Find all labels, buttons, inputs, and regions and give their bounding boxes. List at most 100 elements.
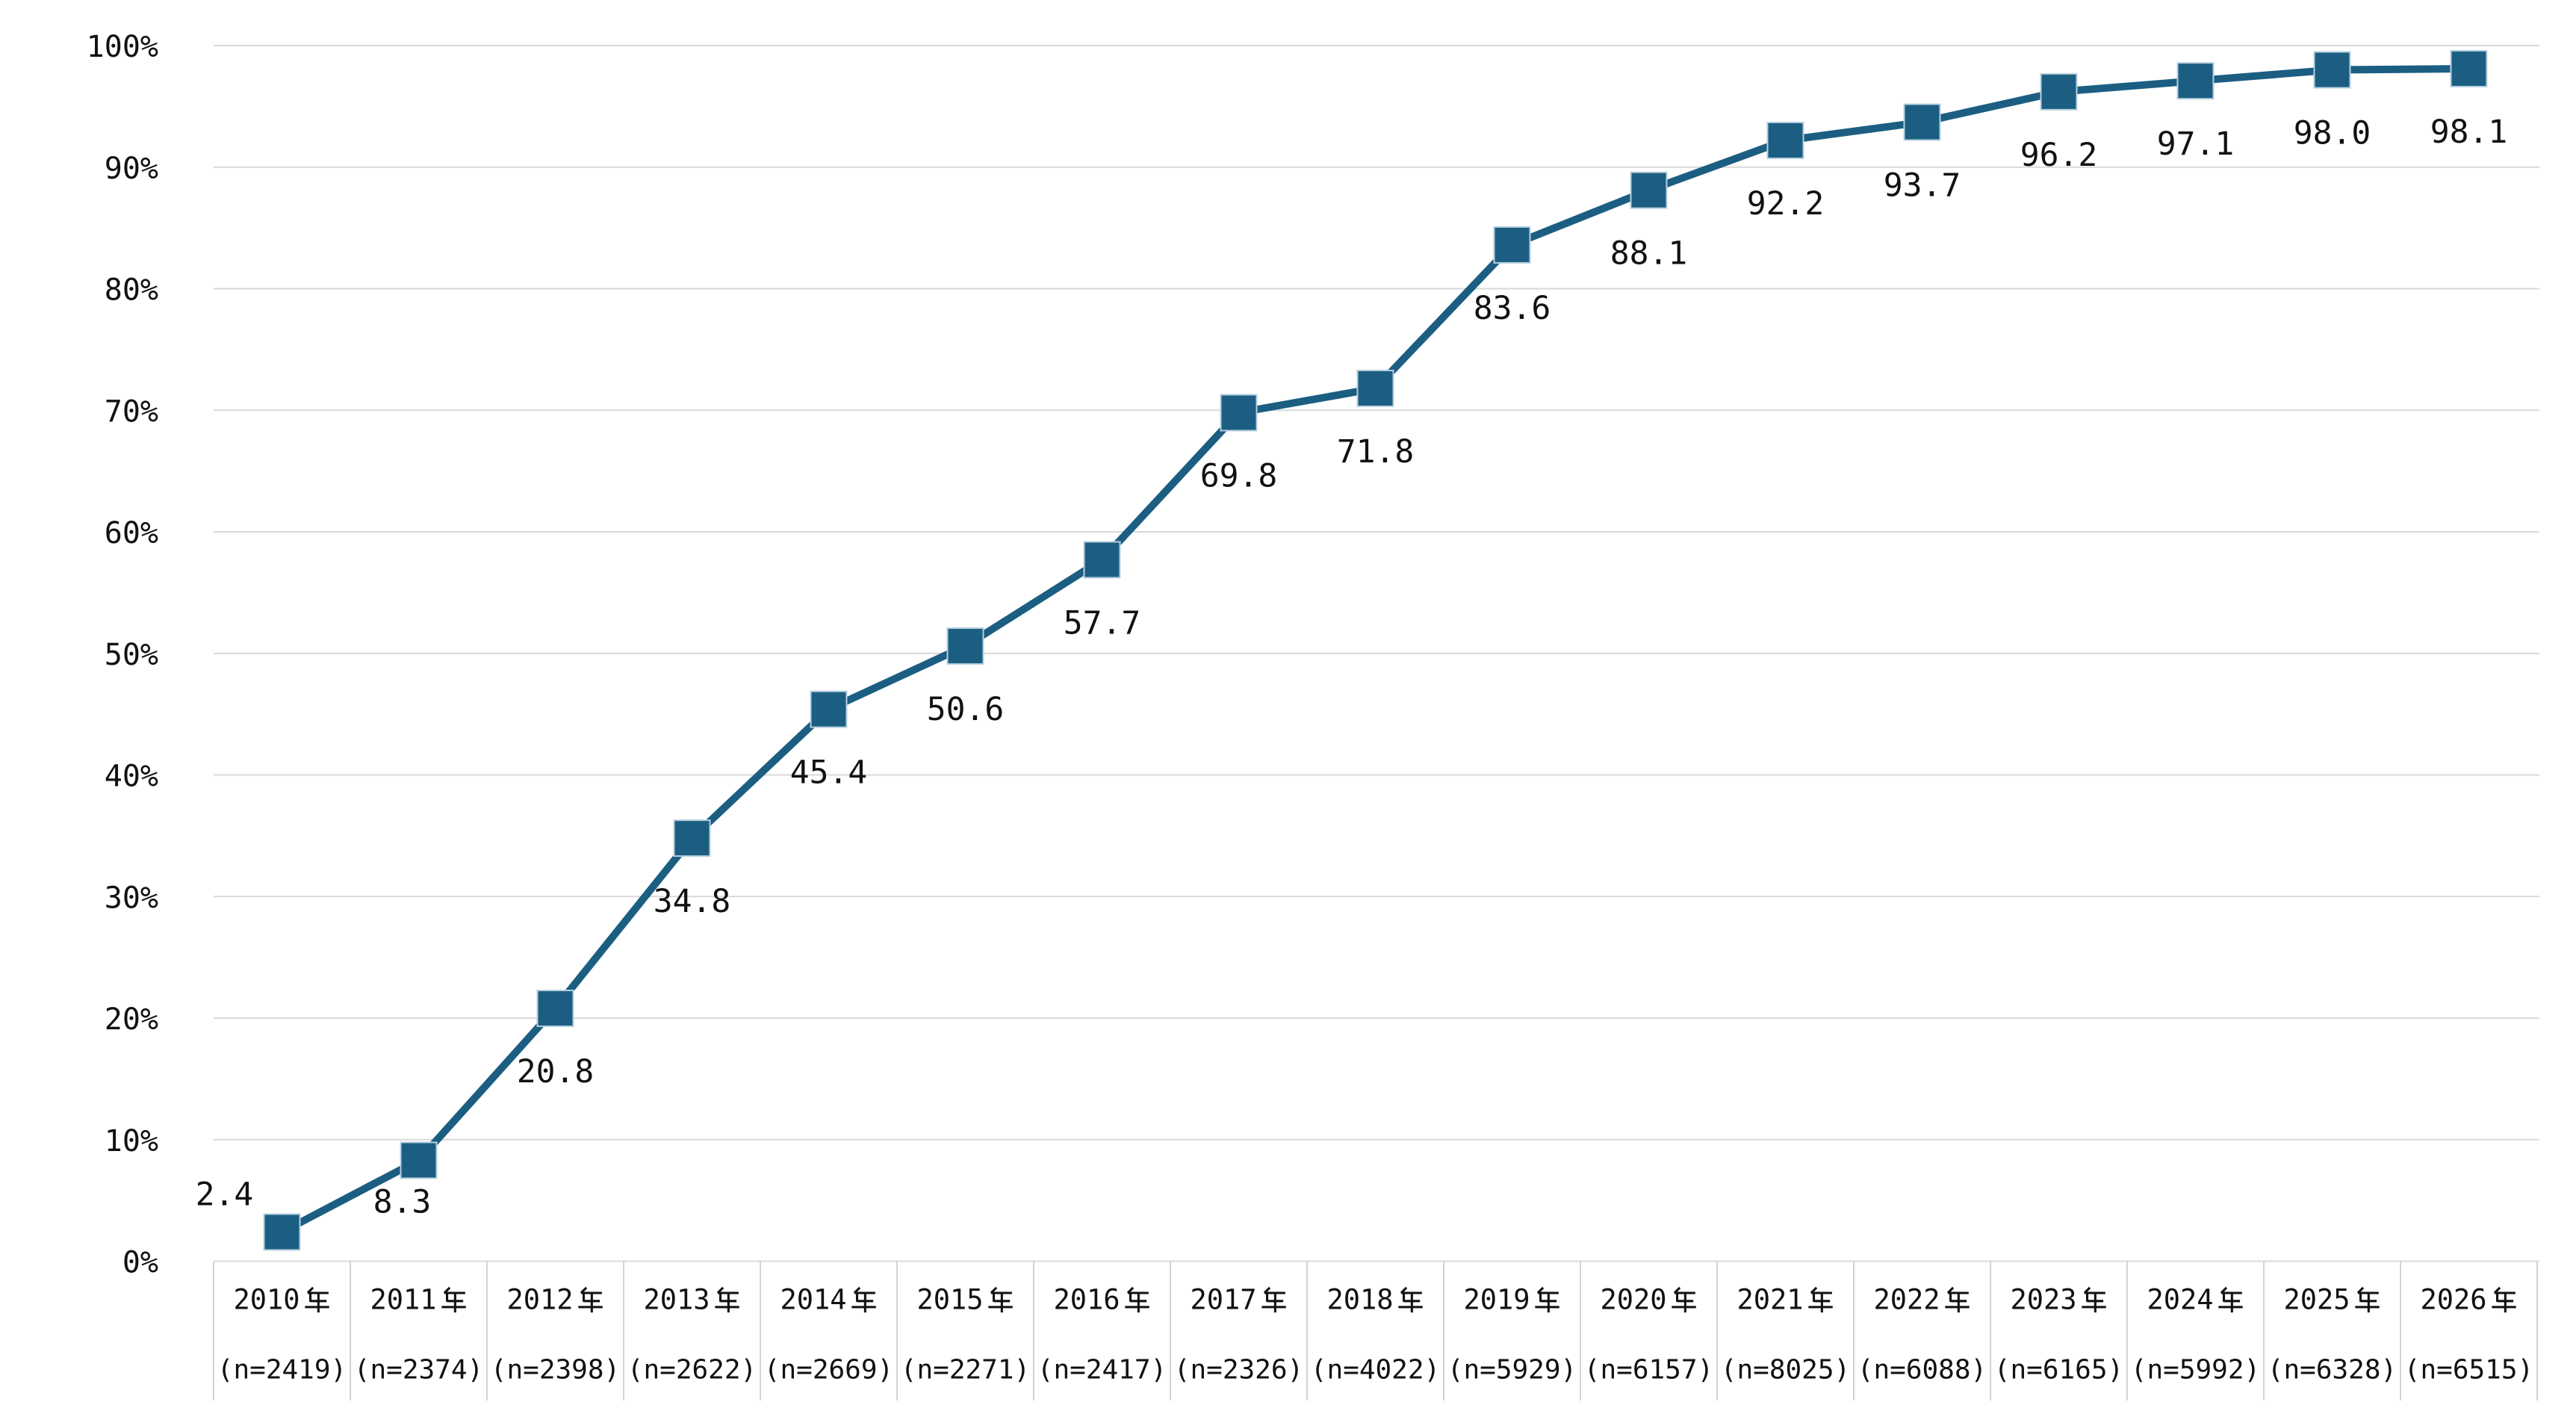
- x-axis-n-count-label: (n=4022): [1311, 1355, 1440, 1386]
- x-axis-n-count-label: (n=2419): [217, 1355, 347, 1386]
- x-axis-category-label: 2017: [1190, 1284, 1286, 1316]
- nen-year-kanji-glyph: [1125, 1286, 1149, 1313]
- x-axis-category-label: 2024: [2147, 1284, 2243, 1316]
- data-point-marker: [673, 819, 711, 857]
- nen-year-kanji-glyph: [1398, 1286, 1423, 1313]
- data-labels: 2.4 8.3 20.8 34.8 45.4 50.6 57.7 69.8 71.8 83.6 88…: [196, 114, 2508, 1221]
- y-axis: 0% 10% 20% 30% 40% 50% 60% 70% 80% 90% 100%: [87, 30, 158, 1280]
- x-axis-category-label: 2020: [1600, 1284, 1696, 1316]
- x-axis-year-text: 2019: [1463, 1284, 1530, 1316]
- y-axis-tick-label: 90%: [105, 152, 158, 186]
- data-point-value-label: 45.4: [790, 754, 868, 792]
- nen-year-kanji-glyph: [715, 1286, 739, 1313]
- nen-year-kanji-glyph: [1535, 1286, 1559, 1313]
- y-axis-tick-label: 0%: [122, 1246, 158, 1280]
- x-axis-n-count-label: (n=6515): [2404, 1355, 2533, 1386]
- nen-year-kanji-glyph: [305, 1286, 329, 1313]
- nen-year-kanji-glyph: [441, 1286, 466, 1313]
- x-axis-year-text: 2012: [506, 1284, 573, 1316]
- x-axis-n-count-label: (n=8025): [1721, 1355, 1850, 1386]
- x-axis-year-text: 2020: [1600, 1284, 1666, 1316]
- data-point-value-label: 34.8: [654, 883, 731, 920]
- data-point-value-label: 2.4: [196, 1176, 254, 1213]
- x-axis-year-text: 2011: [370, 1284, 436, 1316]
- nen-year-kanji-glyph: [1672, 1286, 1696, 1313]
- x-axis-year-text: 2026: [2420, 1284, 2486, 1316]
- nen-year-kanji-glyph: [578, 1286, 603, 1313]
- x-axis-n-count-label: (n=2417): [1037, 1355, 1167, 1386]
- x-axis-n-count-label: (n=6157): [1584, 1355, 1713, 1386]
- x-axis-n-count-label: (n=2669): [764, 1355, 893, 1386]
- data-point-marker: [536, 989, 574, 1027]
- x-axis-year-text: 2018: [1326, 1284, 1393, 1316]
- x-axis-year-text: 2024: [2147, 1284, 2213, 1316]
- nen-year-kanji-glyph: [1945, 1286, 1970, 1313]
- x-axis-category-label: 2010: [233, 1284, 329, 1316]
- data-point-value-label: 57.7: [1064, 604, 1141, 642]
- data-point-value-label: 98.1: [2430, 114, 2508, 151]
- y-axis-tick-label: 50%: [105, 638, 158, 672]
- x-axis-year-text: 2023: [2010, 1284, 2076, 1316]
- x-axis-category-label: 2019: [1463, 1284, 1559, 1316]
- x-axis-category-label: 2012: [506, 1284, 603, 1316]
- series-line: [280, 64, 2469, 1235]
- y-axis-tick-label: 70%: [105, 394, 158, 429]
- x-axis-category-label: 2014: [780, 1284, 876, 1316]
- data-point-value-label: 20.8: [517, 1053, 595, 1091]
- data-point-marker: [263, 1213, 301, 1251]
- data-point-value-label: 93.7: [1884, 167, 1961, 205]
- data-point-value-label: 69.8: [1200, 458, 1278, 495]
- data-point-value-label: 50.6: [927, 691, 1005, 728]
- x-axis-year-text: 2014: [780, 1284, 846, 1316]
- x-axis-n-count-label: (n=2271): [901, 1355, 1030, 1386]
- data-point-value-label: 97.1: [2157, 125, 2235, 163]
- x-axis-n-count-label: (n=2622): [627, 1355, 757, 1386]
- x-axis-year-text: 2021: [1737, 1284, 1803, 1316]
- x-axis-category-label: 2026: [2420, 1284, 2516, 1316]
- nen-year-kanji-glyph: [851, 1286, 876, 1313]
- x-axis-n-count-label: (n=6328): [2268, 1355, 2397, 1386]
- x-axis-n-count-label: (n=2398): [491, 1355, 620, 1386]
- x-axis-category-label: 2023: [2010, 1284, 2106, 1316]
- data-point-marker: [1903, 103, 1941, 141]
- data-point-marker: [946, 627, 984, 665]
- data-point-value-label: 71.8: [1337, 433, 1415, 471]
- y-axis-tick-label: 30%: [105, 881, 158, 915]
- x-axis-year-text: 2022: [1873, 1284, 1940, 1316]
- x-axis-n-count-label: (n=6088): [1857, 1355, 1987, 1386]
- nen-year-kanji-glyph: [1808, 1286, 1833, 1313]
- data-point-marker: [1493, 226, 1531, 264]
- x-axis-n-count-label: (n=5929): [1447, 1355, 1577, 1386]
- nen-year-kanji-glyph: [2355, 1286, 2380, 1313]
- data-point-value-label: 92.2: [1747, 185, 1825, 223]
- x-axis-year-text: 2025: [2283, 1284, 2350, 1316]
- nen-year-kanji-glyph: [1261, 1286, 1286, 1313]
- x-axis-category-label: 2016: [1053, 1284, 1149, 1316]
- data-point-marker: [2313, 51, 2351, 89]
- x-axis-year-text: 2017: [1190, 1284, 1256, 1316]
- nen-year-kanji-glyph: [988, 1286, 1013, 1313]
- x-axis-year-text: 2013: [643, 1284, 710, 1316]
- x-axis-n-count-label: (n=6165): [1994, 1355, 2123, 1386]
- y-axis-tick-label: 60%: [105, 516, 158, 550]
- data-point-marker: [1356, 369, 1394, 407]
- x-axis-category-label: 2013: [643, 1284, 739, 1316]
- x-axis-table: 2010 (n=2419) 2011 (n=2374) 2012 (n=2398) 2013…: [213, 1261, 2538, 1401]
- data-point-marker: [1766, 121, 1804, 159]
- x-axis-year-text: 2010: [233, 1284, 300, 1316]
- data-point-value-label: 98.0: [2294, 115, 2371, 152]
- data-point-marker: [2176, 62, 2215, 100]
- data-point-marker: [2450, 49, 2488, 87]
- data-point-value-label: 8.3: [373, 1183, 432, 1221]
- series-markers: [263, 49, 2488, 1251]
- x-axis-category-label: 2022: [1873, 1284, 1970, 1316]
- x-axis-n-count-label: (n=2374): [354, 1355, 483, 1386]
- data-point-value-label: 83.6: [1474, 290, 1551, 327]
- x-axis-category-label: 2011: [370, 1284, 466, 1316]
- nen-year-kanji-glyph: [2082, 1286, 2106, 1313]
- data-point-marker: [810, 690, 848, 728]
- gridlines: [214, 45, 2539, 1262]
- nen-year-kanji-glyph: [2492, 1286, 2516, 1313]
